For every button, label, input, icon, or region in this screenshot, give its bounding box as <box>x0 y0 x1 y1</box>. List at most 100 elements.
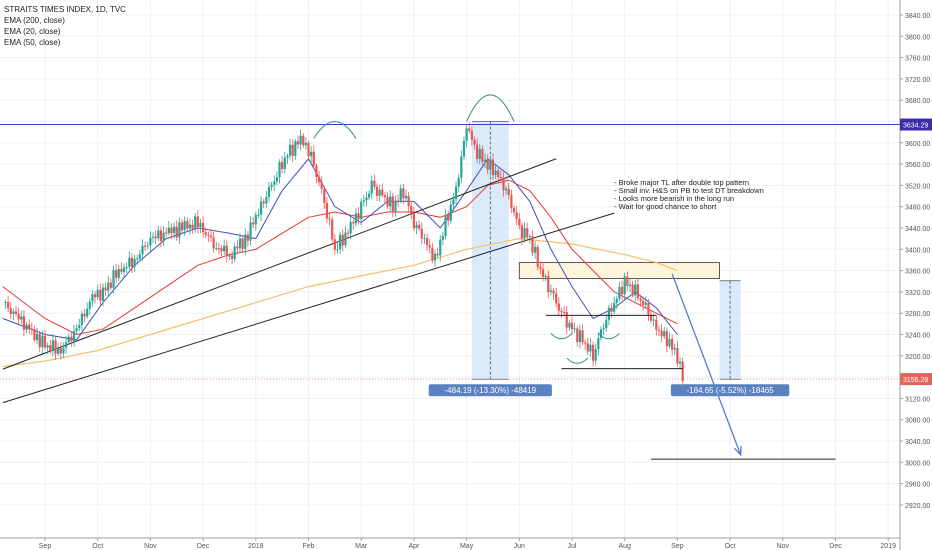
candle-body <box>141 245 144 255</box>
y-tick-label: 3560.00 <box>905 162 930 169</box>
candle-body <box>59 348 62 354</box>
candle-body <box>428 245 431 248</box>
candle-body <box>4 302 7 304</box>
y-tick-label: 3840.00 <box>905 13 930 20</box>
resistance-price-tag <box>900 118 932 131</box>
measure-label-box-2 <box>670 384 790 397</box>
y-tick-label: 3800.00 <box>905 34 930 41</box>
candle-body <box>523 228 526 239</box>
candle-body <box>457 177 460 187</box>
candle-body <box>573 328 576 330</box>
candle-body <box>17 313 20 320</box>
candle-body <box>649 314 653 321</box>
candle-body <box>38 333 41 348</box>
candle-body <box>460 156 463 178</box>
candle-body <box>623 276 626 295</box>
candle-body <box>125 266 128 268</box>
candle-body <box>9 308 12 315</box>
candle-body <box>615 298 618 303</box>
head-arc-2 <box>466 94 515 122</box>
candle-body <box>91 294 94 302</box>
candle-body <box>265 196 268 204</box>
x-tick-label: Dec <box>829 543 842 550</box>
candle-body <box>233 246 236 260</box>
candle-body <box>133 258 136 267</box>
candle-body <box>365 197 368 201</box>
candle-body <box>288 144 292 156</box>
candle-body <box>510 194 513 209</box>
candle-body <box>676 347 679 364</box>
candle-body <box>138 254 141 259</box>
candle-body <box>668 339 671 347</box>
chart-grid <box>0 0 901 550</box>
candle-body <box>149 237 152 246</box>
candle-body <box>362 200 365 202</box>
candle-body <box>62 347 65 354</box>
x-tick-label: Feb <box>302 543 314 550</box>
candle-body <box>375 186 379 196</box>
candle-body <box>43 335 47 348</box>
trendline-1 <box>2 158 557 370</box>
candle-body <box>663 331 666 337</box>
candle-body <box>249 222 252 241</box>
x-tick-label: Apr <box>408 543 420 550</box>
candle-body <box>581 330 584 343</box>
candle-body <box>631 284 634 296</box>
candle-body <box>539 266 542 270</box>
candle-body <box>215 248 218 250</box>
y-tick-label: 3720.00 <box>905 77 930 84</box>
current-price-label: 3156.28 <box>903 377 928 384</box>
candle-body <box>578 330 582 342</box>
candle-body <box>170 227 173 234</box>
candle-body <box>64 342 68 348</box>
candle-body <box>642 300 645 305</box>
candle-body <box>80 313 83 325</box>
candle-body <box>259 201 263 215</box>
candle-body <box>584 342 587 344</box>
measure-label-1: -484.19 (-13.30%) -48419 <box>445 386 537 395</box>
candle-body <box>555 293 558 304</box>
candle-body <box>657 329 661 331</box>
y-tick-label: 3280.00 <box>905 311 930 318</box>
candle-body <box>244 234 247 249</box>
price-axis: 2920.00 2960.00 3000.00 3040.00 3080.00 3120.… <box>900 13 932 510</box>
candle-body <box>607 307 610 321</box>
candle-body <box>360 201 363 220</box>
candle-body <box>307 142 310 157</box>
x-tick-label: Aug <box>618 543 631 550</box>
x-tick-label: 2019 <box>880 543 896 550</box>
candle-body <box>597 338 600 350</box>
x-tick-label: May <box>460 543 474 550</box>
candle-body <box>431 247 434 261</box>
candle-body <box>228 255 231 257</box>
candle-body <box>652 319 655 321</box>
candle-body <box>49 345 52 352</box>
candle-body <box>115 270 118 278</box>
candle-body <box>602 328 605 330</box>
candle-body <box>626 276 629 286</box>
candle-body <box>178 222 181 238</box>
candle-body <box>339 234 342 250</box>
candle-body <box>323 188 326 203</box>
candle-body <box>183 220 186 231</box>
candle-body <box>333 239 336 250</box>
x-tick-label: Nov <box>777 543 790 550</box>
candle-body <box>246 234 249 241</box>
candle-body <box>396 200 400 202</box>
candle-body <box>278 162 281 178</box>
y-tick-label: 3320.00 <box>905 290 930 297</box>
y-tick-label: 2960.00 <box>905 482 930 489</box>
candle-body <box>315 165 318 177</box>
candle-body <box>122 267 126 272</box>
candle-body <box>273 181 276 185</box>
inv-shoulder-arc-2 <box>566 357 589 364</box>
candle-body <box>225 245 228 257</box>
candle-body <box>433 253 437 261</box>
measure-label-2: -184.65 (-5.52%) -18465 <box>687 386 775 395</box>
candle-body <box>570 322 574 330</box>
candle-body <box>312 151 315 166</box>
candle-body <box>310 151 313 157</box>
ema-200-line <box>2 237 678 367</box>
y-tick-label: 3080.00 <box>905 418 930 425</box>
